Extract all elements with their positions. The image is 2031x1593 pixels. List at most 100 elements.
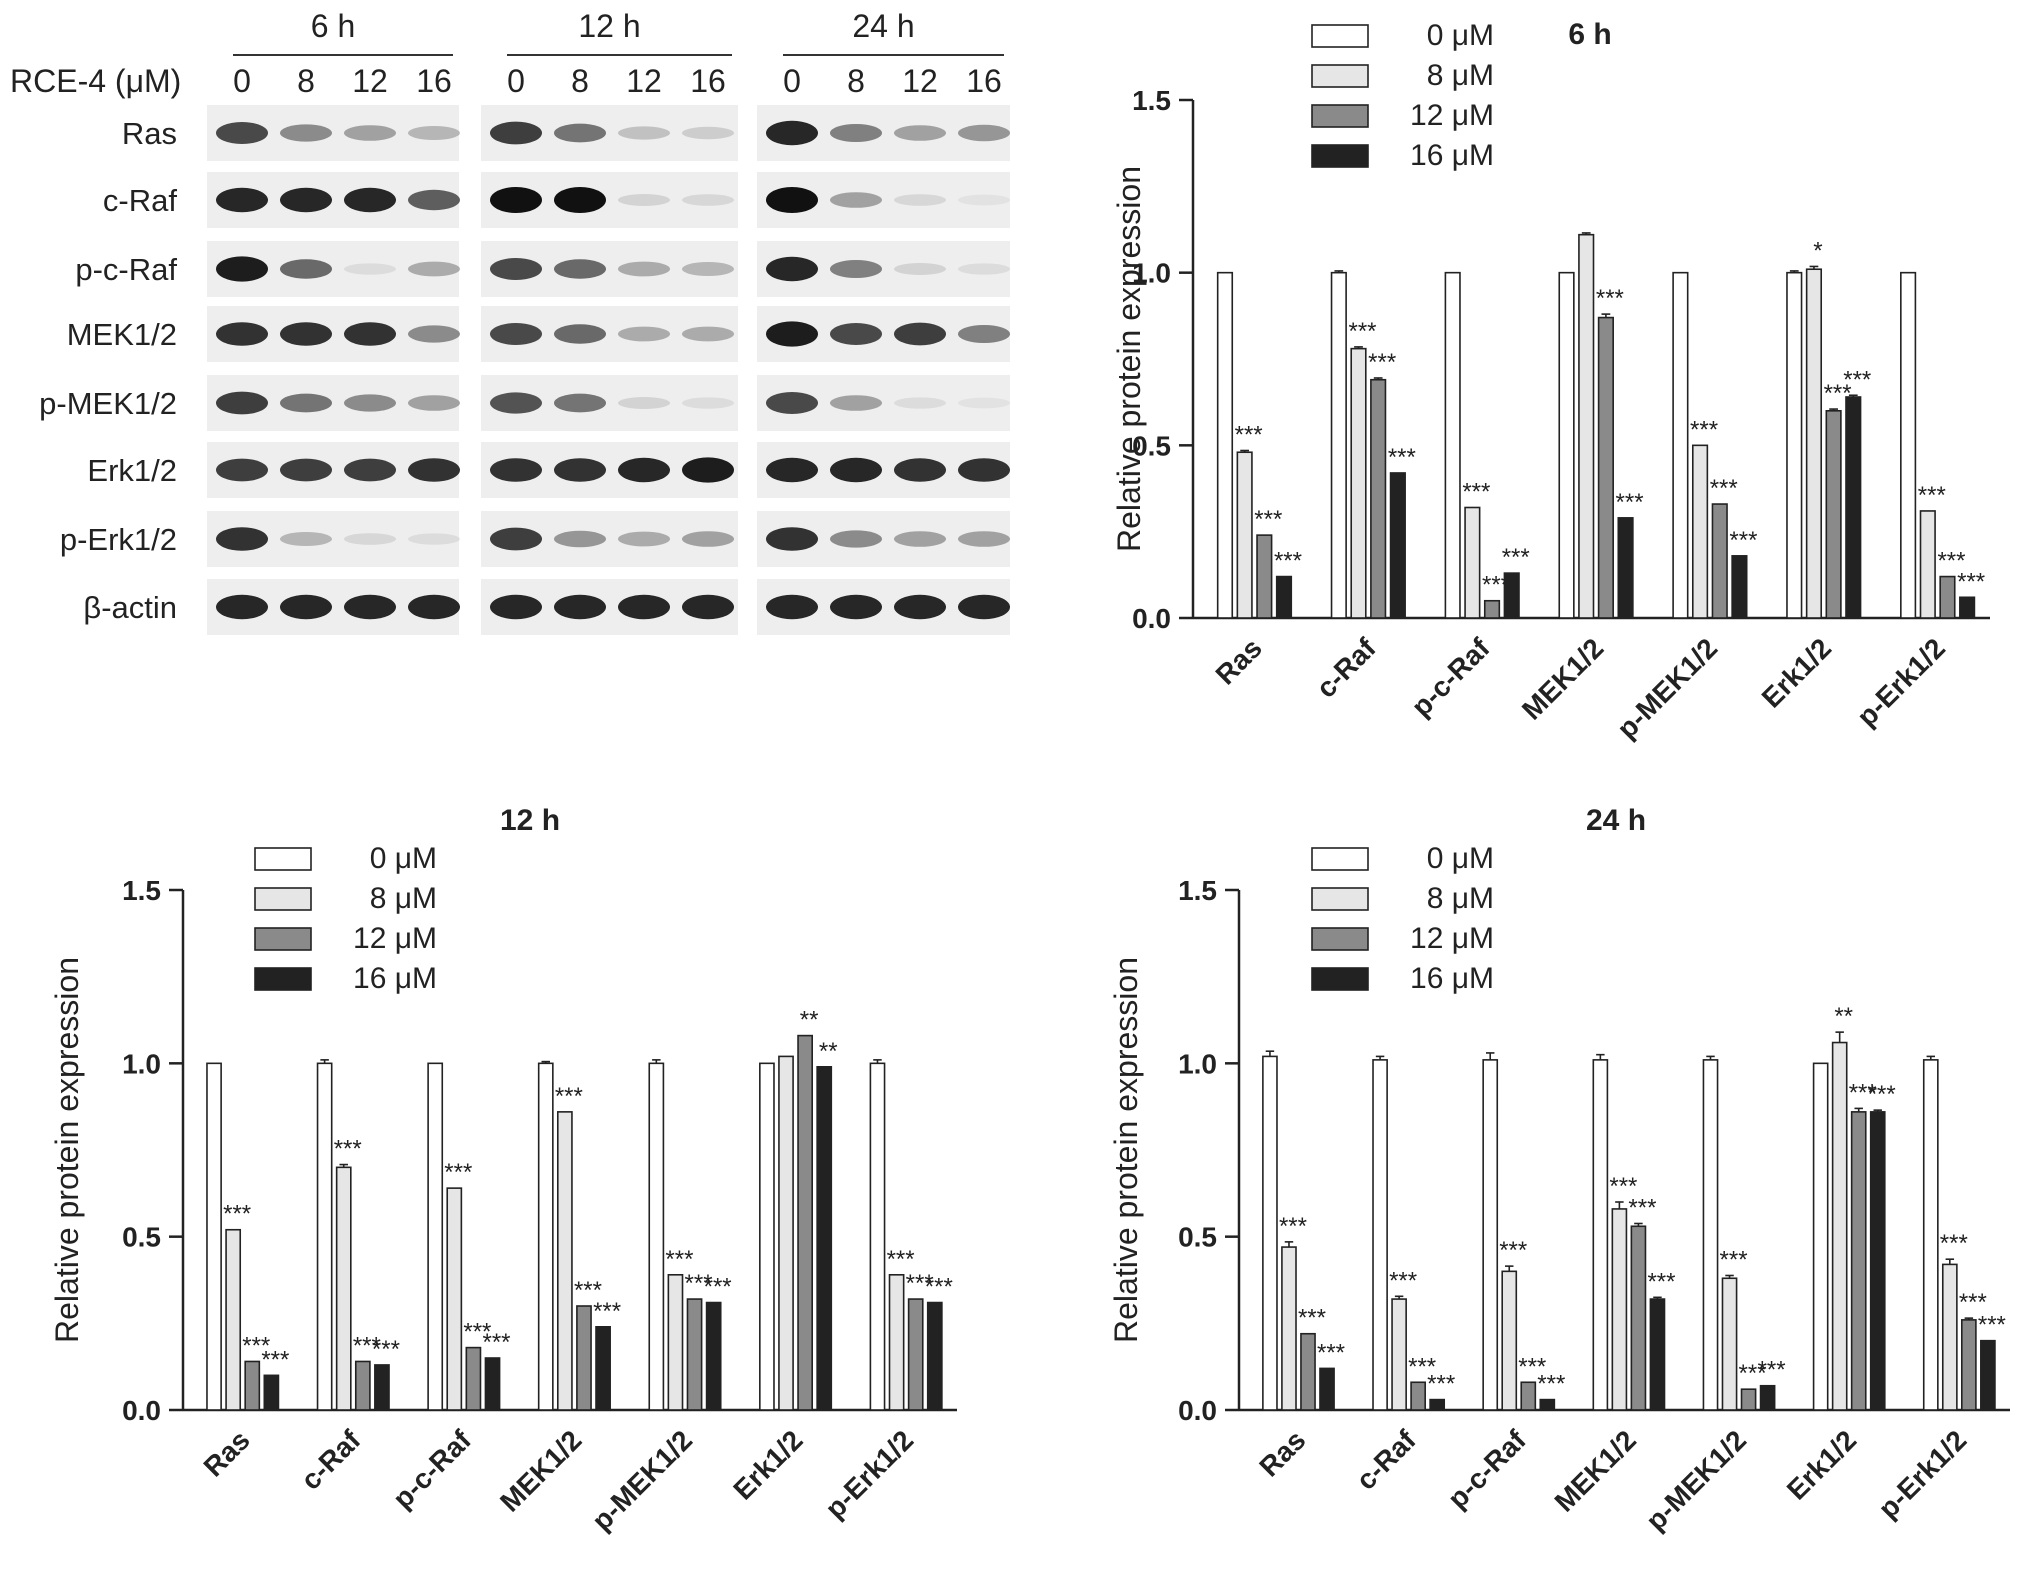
blot-band [490, 121, 542, 145]
blot-band [618, 531, 670, 547]
significance-label: *** [1348, 318, 1376, 345]
bar [354, 1360, 371, 1411]
bar [1429, 1398, 1446, 1411]
blot-band [280, 187, 332, 213]
bar [1483, 599, 1501, 619]
blot-band [958, 263, 1010, 275]
bar [1520, 1381, 1537, 1411]
bar [1900, 271, 1917, 619]
chart-24h: 24 h Relative protein expression 0.0 0.5 1.0… [1108, 804, 2010, 1536]
significance-label: *** [1408, 1353, 1436, 1380]
significance-label: *** [925, 1274, 953, 1301]
bar [1869, 1111, 1886, 1411]
bar [244, 1360, 261, 1411]
blot-band [408, 395, 460, 411]
protein-label: MEK1/2 [67, 317, 177, 352]
legend-swatch [254, 967, 312, 991]
blot-band [490, 323, 542, 345]
blot-band [830, 457, 882, 483]
timepoint-label: 6 h [311, 8, 355, 44]
bar [263, 1374, 280, 1411]
blot-band [490, 527, 542, 551]
bar [465, 1346, 482, 1411]
y-axis-label: Relative protein expression [49, 957, 85, 1343]
legend-label: 8 μM [1427, 882, 1494, 915]
bar [1731, 555, 1748, 619]
y-tick-label: 0.5 [122, 1222, 161, 1253]
bar [1275, 575, 1293, 619]
blot-band [554, 324, 606, 344]
significance-label: * [1813, 237, 1822, 264]
blot-band [894, 194, 946, 206]
bar [1845, 396, 1862, 619]
legend-swatch [254, 847, 312, 871]
significance-label: *** [685, 1270, 713, 1297]
blot-band [830, 260, 882, 278]
legend-label: 0 μM [1427, 842, 1494, 875]
blot-band [554, 187, 606, 213]
significance-label: *** [1758, 1357, 1786, 1384]
bar [1558, 271, 1575, 619]
significance-label: *** [1957, 568, 1985, 595]
bar [595, 1326, 611, 1411]
blot-band [830, 124, 882, 142]
bar [1597, 316, 1614, 619]
timepoint-label: 12 h [578, 8, 640, 44]
blot-band [490, 187, 542, 213]
y-tick-label: 0.0 [1132, 603, 1171, 634]
legend-swatch [1311, 64, 1369, 88]
blot-band [618, 457, 670, 483]
blot-band [830, 323, 882, 345]
bar [1939, 575, 1956, 619]
bar [1300, 1332, 1316, 1411]
bar [225, 1228, 242, 1411]
blot-band [894, 397, 946, 409]
blot-band [894, 458, 946, 482]
blot-band [682, 457, 734, 483]
bar [888, 1274, 905, 1411]
y-tick-label: 1.0 [1132, 258, 1171, 289]
bar [484, 1357, 501, 1411]
bar [1611, 1208, 1628, 1411]
bar [667, 1274, 684, 1411]
bar [1759, 1384, 1776, 1411]
significance-label: *** [1368, 349, 1396, 376]
blot-band [618, 261, 670, 277]
significance-label: *** [1729, 527, 1757, 554]
bar [797, 1034, 813, 1411]
blot-band [554, 259, 606, 279]
blot-band [682, 262, 734, 276]
blot-band [618, 397, 670, 409]
blot-band [408, 458, 460, 482]
significance-label: *** [1427, 1371, 1455, 1398]
bar [1501, 1270, 1518, 1411]
bar [1831, 1041, 1848, 1411]
y-tick-label: 1.0 [122, 1048, 161, 1079]
significance-label: *** [1868, 1081, 1896, 1108]
significance-label: *** [1959, 1289, 1987, 1316]
blot-band [280, 124, 332, 142]
concentration-label: 8 [847, 63, 865, 99]
blot-band [766, 527, 818, 551]
significance-label: *** [1462, 478, 1490, 505]
blot-band [280, 322, 332, 346]
blot-band [216, 322, 268, 346]
concentration-label: 8 [297, 63, 315, 99]
blot-band [682, 594, 734, 620]
y-tick-label: 1.5 [122, 875, 161, 906]
legend-swatch [1311, 967, 1369, 991]
blot-band [894, 125, 946, 141]
bar [1711, 503, 1728, 619]
concentration-label: 12 [626, 63, 662, 99]
legend-label: 0 μM [370, 842, 437, 875]
significance-label: *** [353, 1332, 381, 1359]
blot-band [344, 533, 396, 545]
bar [759, 1062, 775, 1411]
bar [1721, 1277, 1738, 1411]
significance-label: *** [1843, 366, 1871, 393]
blot-band [216, 391, 268, 415]
significance-label: *** [261, 1346, 289, 1373]
significance-label: *** [1389, 1267, 1417, 1294]
blot-band [766, 120, 818, 146]
legend-label: 12 μM [1410, 99, 1494, 132]
